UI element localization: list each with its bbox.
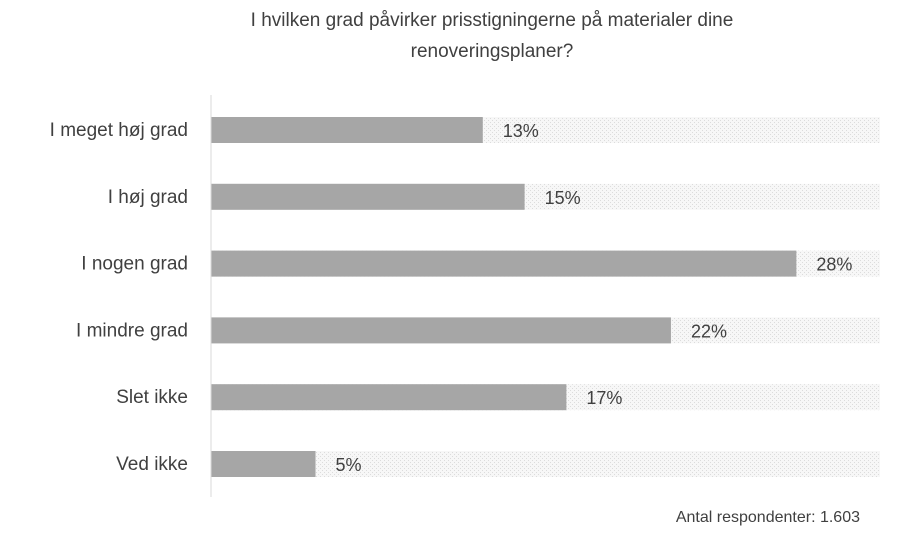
category-label-cat-5: Ved ikke: [116, 454, 188, 475]
category-labels: I meget høj grad I høj grad I nogen grad I …: [50, 120, 188, 475]
value-label-cat-3: 22%: [691, 321, 727, 341]
value-label-cat-4: 17%: [586, 388, 622, 408]
value-label-cat-1: 15%: [545, 188, 581, 208]
value-labels: 13% 15% 28% 22% 17% 5%: [336, 121, 853, 475]
value-label-cat-0: 13%: [503, 121, 539, 141]
category-label-cat-3: I mindre grad: [76, 320, 188, 341]
bar-cat-0: [211, 117, 483, 143]
bar-cat-1: [211, 183, 525, 210]
category-label-cat-4: Slet ikke: [116, 387, 188, 408]
chart-title-line-1: I hvilken grad påvirker prisstigningerne…: [251, 10, 734, 31]
chart-title-line-2: renoveringsplaner?: [411, 41, 574, 62]
value-label-cat-5: 5%: [336, 455, 362, 475]
respondents-footnote: Antal respondenter: 1.603: [676, 509, 860, 526]
category-label-cat-0: I meget høj grad: [50, 120, 188, 141]
bar-cat-3: [211, 317, 671, 344]
bar-cat-5: [211, 451, 316, 477]
bar-cat-4: [211, 384, 567, 411]
category-label-cat-2: I nogen grad: [81, 254, 188, 275]
category-label-cat-1: I høj grad: [108, 187, 188, 208]
bars: [211, 117, 797, 477]
bar-track-cat-5: [211, 451, 880, 477]
bar-cat-2: [211, 250, 797, 277]
value-label-cat-2: 28%: [816, 255, 852, 275]
bar-tracks: [211, 117, 880, 477]
